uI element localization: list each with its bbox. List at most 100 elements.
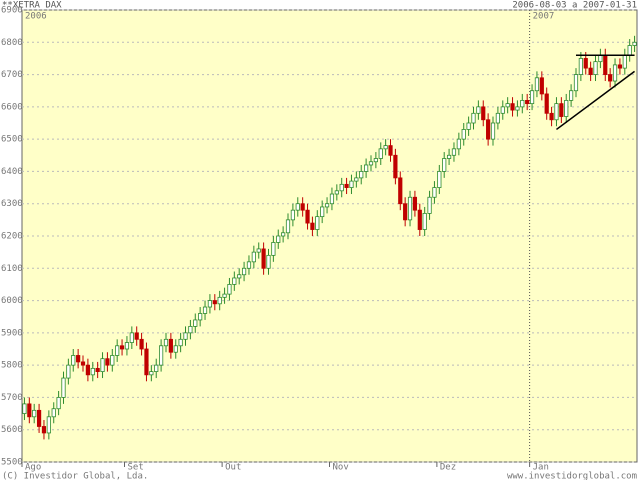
x-tick-label: Out xyxy=(225,463,241,473)
candle-body xyxy=(227,284,232,295)
candle-body xyxy=(134,332,139,340)
candle-body xyxy=(46,416,51,434)
candle-body xyxy=(246,261,252,269)
candle-body xyxy=(115,345,120,356)
candle-body xyxy=(295,203,300,211)
candle-body xyxy=(539,77,544,95)
plot-area xyxy=(21,9,638,463)
candle-body xyxy=(256,248,261,253)
candle-body xyxy=(393,154,398,179)
candle-body xyxy=(456,138,461,150)
candle-body xyxy=(305,209,310,224)
candle-body xyxy=(300,203,305,211)
candle-body xyxy=(378,148,383,159)
candle-body xyxy=(603,54,608,75)
y-tick-label: 5600 xyxy=(1,425,23,435)
candle-body xyxy=(22,403,27,414)
candle-body xyxy=(251,251,256,263)
y-tick-label: 5700 xyxy=(1,393,23,403)
candle-body xyxy=(66,364,71,379)
y-tick-label: 5800 xyxy=(1,361,23,371)
candle-body xyxy=(329,193,335,205)
y-tick-label: 6300 xyxy=(1,199,23,209)
candle-body xyxy=(437,171,442,188)
candle-body xyxy=(622,54,627,69)
candle-body xyxy=(119,345,125,350)
candle-body xyxy=(212,300,217,305)
candle-body xyxy=(198,313,203,321)
y-tick-label: 6900 xyxy=(1,6,23,16)
candle-body xyxy=(271,242,276,256)
candle-body xyxy=(354,177,359,182)
candle-body xyxy=(168,338,173,353)
candle-body xyxy=(76,355,81,363)
candle-body xyxy=(451,148,457,156)
candle-body xyxy=(202,306,208,314)
candle-body xyxy=(344,183,349,188)
candle-body xyxy=(310,222,315,230)
candle-body xyxy=(417,209,422,230)
candle-body xyxy=(324,203,330,208)
candle-body xyxy=(529,90,535,105)
candle-body xyxy=(163,338,169,347)
candle-body xyxy=(554,103,559,121)
candle-body xyxy=(364,164,369,172)
candle-body xyxy=(573,74,579,92)
candle-body xyxy=(515,106,520,111)
candle-body xyxy=(188,325,193,334)
candle-body xyxy=(237,274,242,279)
candle-body xyxy=(500,106,505,114)
candle-body xyxy=(320,206,325,218)
y-tick-label: 6500 xyxy=(1,135,23,145)
candle-body xyxy=(632,41,637,46)
x-tick-label: Jan xyxy=(533,463,549,473)
candle-body xyxy=(427,196,432,214)
y-tick-label: 6400 xyxy=(1,167,23,177)
candle-body xyxy=(446,154,452,159)
candle-body xyxy=(412,196,418,211)
candle-body xyxy=(407,196,413,221)
x-tick-label: Dez xyxy=(440,463,456,473)
candle-body xyxy=(559,103,564,117)
candle-body xyxy=(41,426,47,434)
candle-body xyxy=(510,103,515,111)
candle-body xyxy=(261,248,266,269)
x-tick-label: Ago xyxy=(25,463,41,473)
candle-body xyxy=(51,408,56,418)
candle-body xyxy=(383,145,388,150)
candle-body xyxy=(178,338,183,347)
y-tick-label: 6700 xyxy=(1,70,23,80)
candle-body xyxy=(110,355,115,366)
y-tick-label: 6000 xyxy=(1,296,23,306)
candle-body xyxy=(486,119,491,140)
candle-body xyxy=(27,403,32,418)
candle-body xyxy=(173,345,178,353)
candle-body xyxy=(281,232,286,237)
candle-body xyxy=(359,171,364,179)
candle-body xyxy=(61,377,66,398)
candle-body xyxy=(569,90,574,101)
candle-body xyxy=(461,129,466,140)
candle-body xyxy=(388,145,393,156)
copyright: (C) Investidor Global, Lda. xyxy=(2,472,148,480)
x-tick-label: Nov xyxy=(333,463,349,473)
year-label: 2006 xyxy=(25,12,47,22)
candle-body xyxy=(578,58,583,75)
candle-body xyxy=(100,358,105,372)
candle-body xyxy=(90,367,95,376)
candle-body xyxy=(368,161,374,166)
candle-body xyxy=(339,183,344,192)
candle-body xyxy=(80,361,86,366)
candle-body xyxy=(144,348,149,376)
candle-body xyxy=(207,300,213,308)
y-tick-label: 6800 xyxy=(1,38,23,48)
candle-body xyxy=(149,371,154,376)
candle-body xyxy=(276,235,281,243)
candle-body xyxy=(154,364,159,372)
candle-body xyxy=(490,122,496,140)
candle-body xyxy=(598,54,603,63)
candle-body xyxy=(466,122,471,130)
candle-body xyxy=(612,64,618,82)
candle-body xyxy=(627,45,632,56)
candle-body xyxy=(334,190,339,195)
